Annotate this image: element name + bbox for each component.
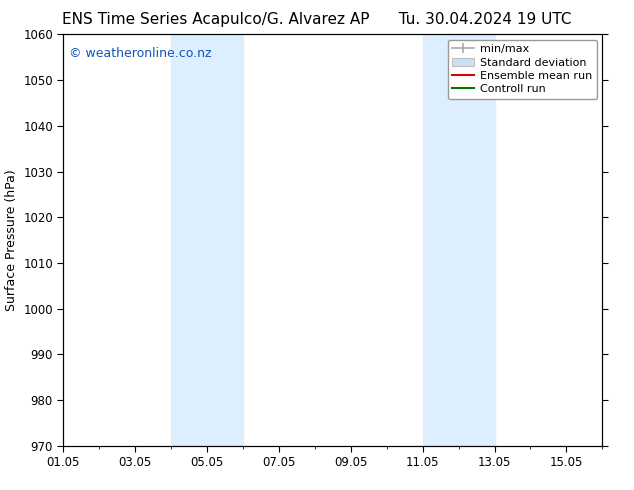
Y-axis label: Surface Pressure (hPa): Surface Pressure (hPa) xyxy=(4,169,18,311)
Legend: min/max, Standard deviation, Ensemble mean run, Controll run: min/max, Standard deviation, Ensemble me… xyxy=(448,40,597,99)
Text: ENS Time Series Acapulco/G. Alvarez AP      Tu. 30.04.2024 19 UTC: ENS Time Series Acapulco/G. Alvarez AP T… xyxy=(62,12,572,27)
Text: © weatheronline.co.nz: © weatheronline.co.nz xyxy=(68,47,211,60)
Bar xyxy=(171,34,243,446)
Bar xyxy=(423,34,495,446)
